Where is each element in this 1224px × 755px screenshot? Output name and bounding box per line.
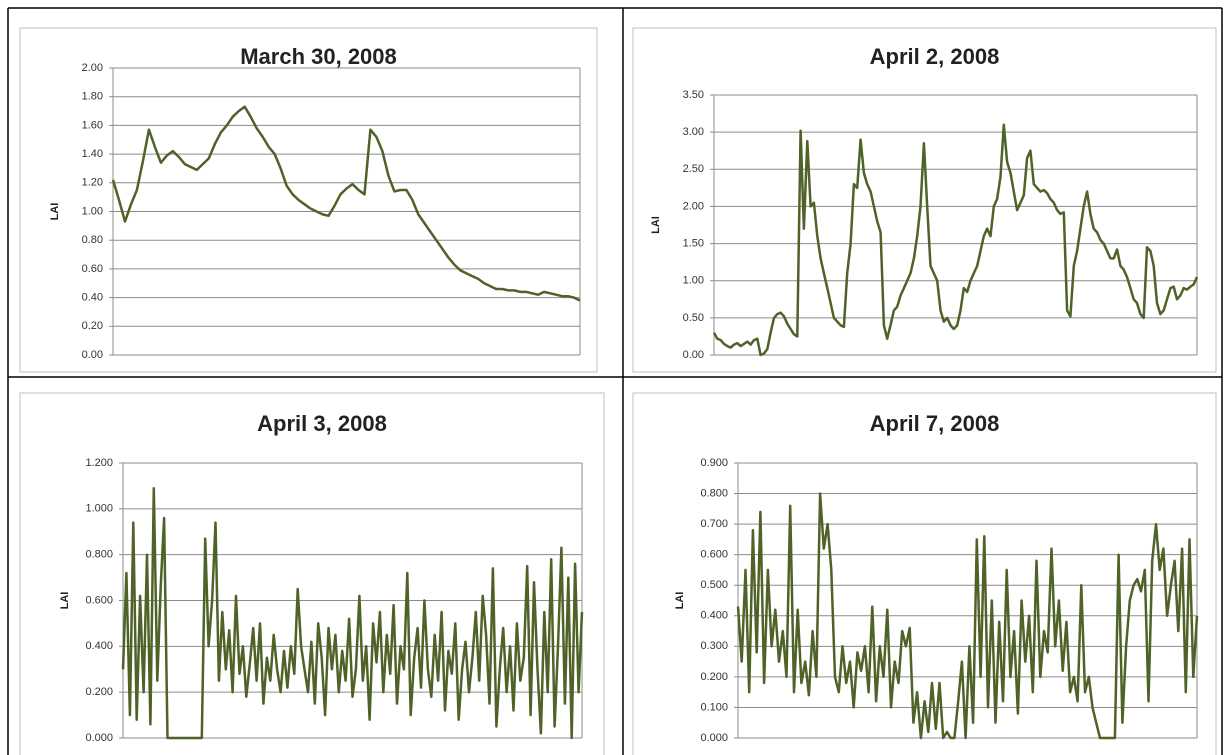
chart: April 2, 2008 0.00 0.50 1.00 1.50 2.00 2.50 3.0…: [632, 27, 1217, 373]
y-tick-label: 3.50: [683, 89, 704, 101]
y-tick-label: 0.500: [700, 579, 728, 591]
y-tick-label: 0.80: [82, 234, 103, 246]
y-axis-label: LAI: [59, 592, 71, 610]
y-tick-label: 0.50: [683, 312, 704, 324]
y-tick-label: 0.200: [700, 671, 728, 683]
y-axis-label: LAI: [674, 592, 686, 610]
y-tick-label: 1.80: [82, 91, 103, 103]
y-tick-label: 1.00: [683, 275, 704, 287]
chart-box: [632, 27, 1217, 373]
table-frame: [7, 7, 1223, 755]
y-tick-label: 0.400: [85, 640, 113, 652]
y-tick-label: 2.00: [683, 200, 704, 212]
y-tick-label: 0.900: [700, 457, 728, 469]
chart-title: April 7, 2008: [870, 411, 1000, 436]
y-tick-label: 0.000: [85, 732, 113, 744]
y-tick-label: 0.300: [700, 640, 728, 652]
y-tick-label: 1.50: [683, 237, 704, 249]
y-tick-label: 0.600: [85, 594, 113, 606]
y-tick-label: 1.60: [82, 119, 103, 131]
y-tick-label: 3.00: [683, 126, 704, 138]
y-tick-label: 1.40: [82, 148, 103, 160]
data-line: [736, 492, 1199, 740]
y-tick-label: 0.800: [85, 549, 113, 561]
y-tick-label: 2.00: [82, 62, 103, 74]
y-tick-label: 0.200: [85, 686, 113, 698]
chart-box: [19, 27, 598, 373]
y-tick-label: 0.400: [700, 610, 728, 622]
y-tick-label: 0.20: [82, 320, 103, 332]
y-tick-label: 0.000: [700, 732, 728, 744]
y-axis-label: LAI: [650, 216, 662, 234]
chart-title: March 30, 2008: [240, 44, 397, 69]
chart-box: [19, 392, 605, 755]
y-tick-label: 0.00: [82, 349, 103, 361]
data-line: [121, 486, 584, 740]
y-tick-label: 0.600: [700, 549, 728, 561]
y-tick-label: 0.700: [700, 518, 728, 530]
data-line: [111, 105, 581, 302]
chart: April 7, 2008 0.000 0.100 0.200 0.300 0.400 0.…: [632, 392, 1217, 755]
chart-title: April 3, 2008: [257, 411, 387, 436]
data-line: [712, 123, 1199, 357]
y-tick-label: 1.00: [82, 205, 103, 217]
y-tick-label: 0.60: [82, 263, 103, 275]
chart-title: April 2, 2008: [870, 44, 1000, 69]
y-tick-label: 0.800: [700, 487, 728, 499]
y-tick-label: 0.40: [82, 292, 103, 304]
y-tick-label: 1.200: [85, 457, 113, 469]
y-axis-label: LAI: [49, 203, 61, 221]
y-tick-label: 0.100: [700, 701, 728, 713]
y-tick-label: 2.50: [683, 163, 704, 175]
chart: March 30, 2008 0.00 0.20 0.40 0.60 0.80 1.00 1.…: [19, 27, 598, 373]
y-tick-label: 0.00: [683, 349, 704, 361]
y-tick-label: 1.20: [82, 177, 103, 189]
chart: April 3, 2008 0.000 0.200 0.400 0.600 0.800 1.…: [19, 392, 605, 755]
y-tick-label: 1.000: [85, 503, 113, 515]
